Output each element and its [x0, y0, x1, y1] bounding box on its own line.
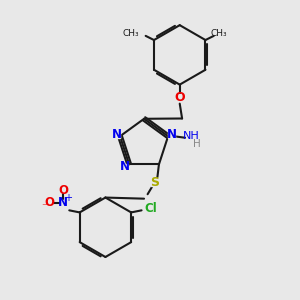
Text: O: O [44, 196, 54, 209]
Text: H: H [193, 139, 201, 149]
Text: +: + [64, 194, 72, 203]
Text: N: N [120, 160, 130, 173]
Text: N: N [58, 196, 68, 209]
Text: CH₃: CH₃ [211, 29, 227, 38]
Text: O: O [174, 91, 185, 103]
Text: ⁻: ⁻ [41, 202, 47, 212]
Text: N: N [112, 128, 122, 141]
Bar [151, 179, 158, 186]
Text: NH: NH [183, 131, 199, 141]
Text: N: N [167, 128, 177, 141]
Bar [113, 132, 120, 138]
Text: CH₃: CH₃ [122, 29, 139, 38]
Bar [122, 164, 128, 170]
Bar [168, 132, 175, 138]
Text: Cl: Cl [144, 202, 157, 215]
Bar [176, 94, 183, 100]
Text: S: S [150, 176, 159, 189]
Text: O: O [58, 184, 68, 197]
